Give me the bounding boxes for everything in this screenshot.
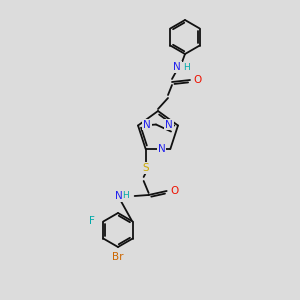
Text: O: O (170, 186, 179, 196)
Text: N: N (115, 191, 123, 201)
Text: N: N (158, 144, 165, 154)
Text: N: N (143, 119, 151, 130)
Text: S: S (142, 163, 149, 173)
Text: Br: Br (112, 252, 124, 262)
Text: H: H (122, 191, 129, 200)
Text: H: H (183, 62, 189, 71)
Text: N: N (173, 62, 181, 72)
Text: F: F (89, 215, 95, 226)
Text: N: N (165, 119, 173, 130)
Text: O: O (194, 75, 202, 85)
